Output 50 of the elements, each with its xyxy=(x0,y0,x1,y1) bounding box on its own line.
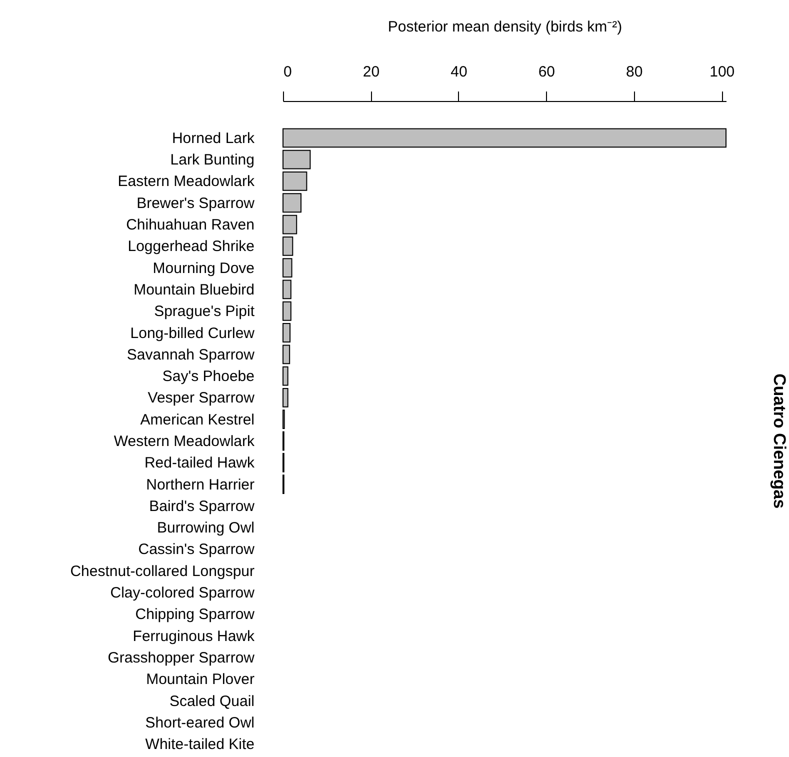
y-tick-label: Chihuahuan Raven xyxy=(126,216,254,234)
y-tick-label: Brewer's Sparrow xyxy=(136,194,255,212)
y-tick-label: Chipping Sparrow xyxy=(135,606,255,624)
bar xyxy=(282,150,311,170)
y-tick-label: Ferruginous Hawk xyxy=(132,628,255,645)
y-tick-label: Long-billed Curlew xyxy=(130,324,255,342)
y-tick-label: Western Meadowlark xyxy=(114,433,255,450)
y-tick-label: Mountain Bluebird xyxy=(134,281,254,298)
text: Cuatro Cienegas xyxy=(770,373,789,509)
x-axis-title: Posterior mean density (birds km⁻²) xyxy=(388,18,622,36)
y-tick-label: Grasshopper Sparrow xyxy=(108,649,255,666)
bar xyxy=(282,280,292,300)
x-tick-label: 100 xyxy=(710,64,735,80)
y-tick-label: Chestnut-collared Longspur xyxy=(70,562,254,580)
y-tick-label: Cassin's Sparrow xyxy=(138,541,255,558)
bar xyxy=(282,301,292,321)
y-tick-label: Short-eared Owl xyxy=(145,714,254,732)
y-tick-label: Burrowing Owl xyxy=(156,520,254,537)
bar xyxy=(282,236,294,256)
bar xyxy=(282,193,302,213)
y-tick-label: Vesper Sparrow xyxy=(148,390,255,407)
y-tick-label: Mountain Plover xyxy=(146,671,254,688)
y-tick-label: Savannah Sparrow xyxy=(126,346,255,364)
x-tick-label: 60 xyxy=(538,64,556,80)
y-tick-label: Loggerhead Shrike xyxy=(128,238,254,256)
x-tick-label: 20 xyxy=(362,64,380,80)
bar xyxy=(282,172,308,191)
y-tick-label: Baird's Sparrow xyxy=(149,498,255,515)
y-tick-label: Northern Harrier xyxy=(146,476,254,494)
x-tick-label: 40 xyxy=(450,64,468,80)
y-tick-label: Red-tailed Hawk xyxy=(144,454,255,472)
bar xyxy=(282,214,298,234)
bar xyxy=(282,128,726,148)
y-tick-label: Lark Bunting xyxy=(170,152,254,169)
bar xyxy=(282,366,288,386)
y-tick-label: Say's Phoebe xyxy=(162,368,254,386)
bar xyxy=(282,258,292,278)
x-tick-label: 80 xyxy=(626,64,643,80)
y-tick-label: Eastern Meadowlark xyxy=(118,173,255,190)
y-tick-label: Scaled Quail xyxy=(169,692,254,710)
bar xyxy=(282,323,291,342)
y-tick-label: White-tailed Kite xyxy=(145,736,254,754)
y-tick-label: Horned Lark xyxy=(172,130,255,147)
y-tick-label: Clay-colored Sparrow xyxy=(110,584,255,602)
y-tick-label: American Kestrel xyxy=(140,411,254,428)
y-tick-label: Sprague's Pipit xyxy=(154,303,256,320)
x-tick-label: 0 xyxy=(284,64,292,80)
bar xyxy=(282,388,288,408)
y-tick-label: Mourning Dove xyxy=(152,260,254,277)
bar xyxy=(282,344,290,364)
